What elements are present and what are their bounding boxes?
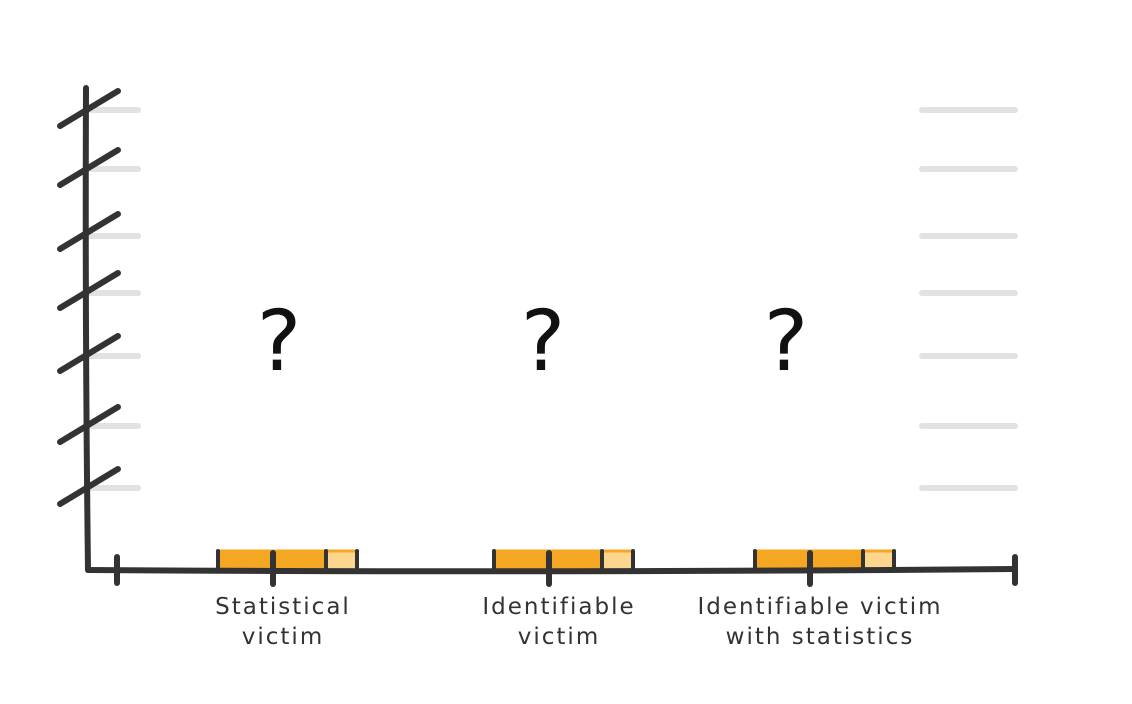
category-label: with statistics: [726, 624, 915, 650]
axes: [57, 85, 1018, 587]
y-axis-tick: [57, 333, 121, 374]
value-label: ?: [521, 292, 566, 390]
y-axis-tick: [57, 88, 121, 129]
y-axis-tick: [57, 211, 121, 252]
value-labels: ???: [257, 292, 809, 390]
value-label: ?: [257, 292, 302, 390]
bar-base: [492, 549, 635, 572]
bar-base: [216, 549, 359, 572]
y-axis-tick: [57, 466, 121, 507]
category-label: Identifiable victim: [697, 594, 942, 620]
y-axis-tick: [57, 147, 121, 188]
category-label: victim: [242, 624, 324, 650]
category-labels: Statistical victim Identifiable victim Ident…: [215, 594, 942, 650]
category-label: Identifiable: [482, 594, 635, 620]
y-axis: [82, 85, 91, 573]
bar-bases: [216, 549, 896, 572]
category-label: Statistical: [215, 594, 351, 620]
category-label: victim: [518, 624, 600, 650]
y-axis-tick: [57, 404, 121, 445]
gridlines: [83, 107, 1018, 491]
y-axis-tick: [57, 270, 121, 311]
value-label: ?: [764, 292, 809, 390]
